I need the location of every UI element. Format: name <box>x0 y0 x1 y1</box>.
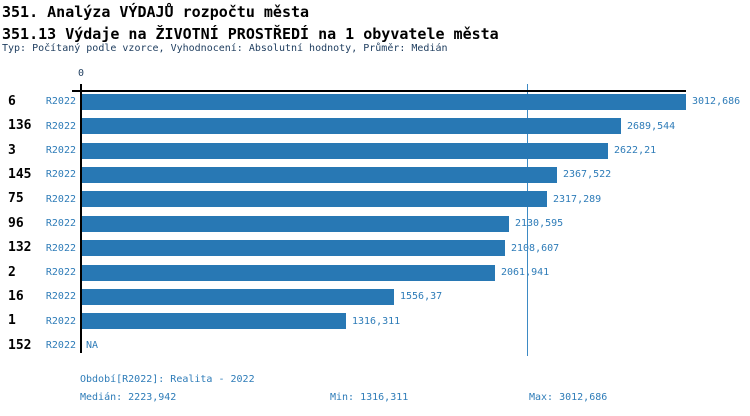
bar-value-label: 2317,289 <box>553 193 602 205</box>
value-axis-line <box>72 90 686 92</box>
category-label: 1 <box>8 313 16 329</box>
bar-value-label: 2622,21 <box>614 145 657 156</box>
category-label: 152 <box>8 337 32 353</box>
bar <box>82 240 505 257</box>
period-label: R2022 <box>45 291 76 303</box>
bar <box>82 166 557 183</box>
category-axis-line <box>80 84 82 353</box>
footer-max: Max: 3012,686 <box>529 392 608 403</box>
axis-origin-label: 0 <box>77 68 85 79</box>
footer-median: Medián: 2223,942 <box>80 392 177 403</box>
bar <box>82 191 547 208</box>
period-label: R2022 <box>45 193 76 205</box>
bar-value-label: 2367,522 <box>563 169 612 181</box>
category-label: 145 <box>8 166 32 182</box>
median-line <box>527 84 528 356</box>
period-label: R2022 <box>45 145 76 156</box>
period-label: R2022 <box>45 267 76 278</box>
category-label: 132 <box>8 240 32 256</box>
period-label: R2022 <box>45 340 76 352</box>
category-label: 16 <box>8 288 24 304</box>
period-label: R2022 <box>45 96 76 108</box>
category-label: 6 <box>8 93 16 109</box>
bar-value-label: 2061,941 <box>501 267 550 278</box>
page-title: 351. Analýza VÝDAJŮ rozpočtu města <box>2 3 310 21</box>
period-label: R2022 <box>45 169 76 181</box>
category-label: 75 <box>8 191 24 207</box>
bar-value-label: 2130,595 <box>515 218 564 230</box>
bar-value-label: 2108,607 <box>511 242 560 254</box>
bar-value-label: 2689,544 <box>627 120 676 132</box>
bar <box>82 142 608 159</box>
period-label: R2022 <box>45 120 76 132</box>
category-label: 3 <box>8 142 16 158</box>
bar <box>82 93 686 110</box>
bar-value-label: 1316,311 <box>352 315 401 327</box>
na-value-label: NA <box>86 340 99 352</box>
category-label: 2 <box>8 264 16 280</box>
category-label: 136 <box>8 118 32 134</box>
chart-subtitle: 351.13 Výdaje na ŽIVOTNÍ PROSTŘEDÍ na 1 … <box>2 25 499 43</box>
bar <box>82 288 394 305</box>
period-label: R2022 <box>45 315 76 327</box>
bar-value-label: 1556,37 <box>400 291 443 303</box>
category-label: 96 <box>8 215 24 231</box>
footer-min: Min: 1316,311 <box>330 392 409 403</box>
chart-meta-info: Typ: Počítaný podle vzorce, Vyhodnocení:… <box>2 43 448 54</box>
period-label: R2022 <box>45 242 76 254</box>
bar <box>82 215 509 232</box>
bar <box>82 118 621 135</box>
period-label: R2022 <box>45 218 76 230</box>
bar <box>82 264 495 281</box>
bar-value-label: 3012,686 <box>692 96 741 108</box>
bar <box>82 313 346 330</box>
footer-period: Období[R2022]: Realita - 2022 <box>80 374 255 385</box>
